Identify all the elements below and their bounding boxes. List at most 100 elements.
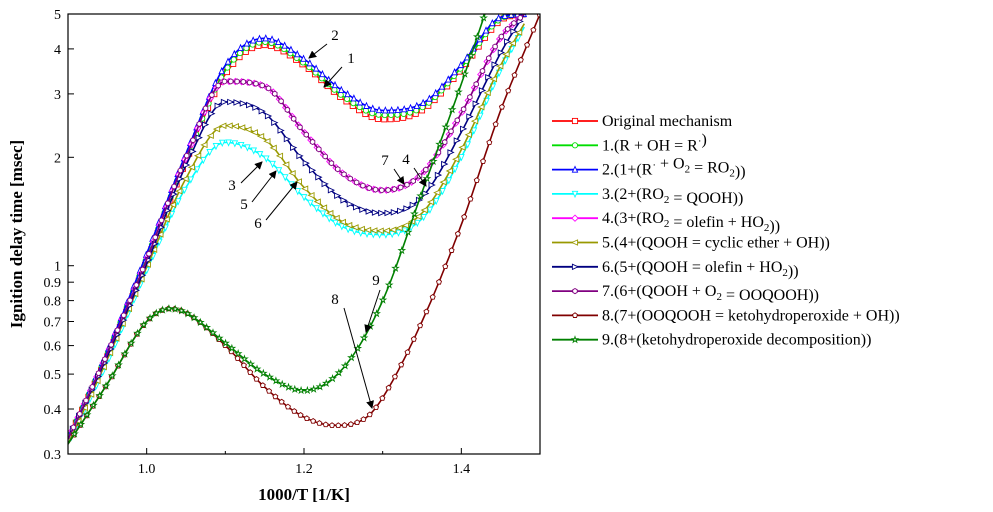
legend-label: 6.(5+(QOOH = olefin + HO2))	[602, 259, 799, 280]
series-marker-5	[181, 175, 189, 183]
legend-item: 3.(2+(RO2 = QOOH))	[552, 186, 743, 207]
y-tick-label: 5	[54, 8, 61, 23]
y-axis-label: Ignition delay time [msec]	[7, 140, 26, 328]
series-marker-6	[434, 171, 443, 179]
series-marker-7	[234, 78, 240, 85]
series-line-7	[68, 14, 525, 440]
series-marker-6	[472, 100, 480, 107]
series-marker-3	[181, 186, 188, 195]
series-marker-7	[473, 81, 479, 88]
series-marker-5	[162, 216, 170, 223]
series-marker-8	[297, 411, 304, 418]
series-marker-9	[315, 382, 325, 391]
series-marker-9	[82, 410, 92, 419]
series-marker-3	[338, 223, 346, 231]
series-marker-2	[457, 60, 465, 69]
series-marker-8	[322, 421, 329, 428]
series-marker-9	[340, 361, 350, 370]
series-marker-3	[187, 176, 195, 184]
series-marker-2	[426, 94, 433, 102]
series-marker-5	[345, 221, 353, 229]
series-marker-2	[463, 53, 471, 61]
series-marker-9	[410, 209, 419, 218]
legend-item: 1.(R + OH = R·)	[552, 131, 707, 154]
annotation-label: 2	[331, 28, 339, 44]
series-marker-3	[325, 215, 333, 223]
series-marker-7	[121, 312, 127, 319]
series-marker-5	[502, 51, 510, 58]
series-marker-8	[404, 349, 411, 355]
series-marker-9	[321, 378, 331, 388]
series-marker-2	[407, 103, 414, 112]
series-marker-5	[200, 141, 208, 149]
series-marker-5	[332, 214, 340, 222]
series-marker-6	[466, 113, 474, 120]
series-marker-2	[268, 35, 276, 43]
series-marker-6	[264, 112, 273, 120]
series-marker-9	[177, 306, 186, 315]
series-marker-7	[190, 137, 196, 144]
series-marker-5	[149, 246, 158, 253]
series-marker-8	[442, 263, 449, 269]
series-marker-5	[256, 132, 265, 140]
series-marker-3	[212, 143, 220, 151]
series-marker-3	[344, 226, 352, 234]
series-marker-6	[371, 209, 380, 216]
y-tick-label: 0.3	[44, 448, 62, 463]
series-marker-8	[410, 336, 417, 342]
series-marker-6	[353, 203, 361, 211]
series-marker-7	[385, 186, 391, 194]
annotation-label: 6	[254, 216, 262, 232]
series-marker-8	[278, 398, 285, 405]
legend-item: Original mechanism	[552, 113, 733, 130]
series-marker-5	[338, 218, 346, 226]
series-marker-7	[184, 152, 190, 159]
series-marker-9	[183, 309, 193, 318]
legend-item: 4.(3+(RO2 = olefin + HO2))	[552, 210, 780, 235]
series-marker-7	[498, 33, 505, 40]
series-marker-3	[193, 166, 201, 174]
series-marker-3	[332, 219, 339, 227]
series-marker-8	[530, 26, 537, 33]
series-marker-3	[414, 219, 421, 228]
legend-label: 9.(8+(ketohydroperoxide decomposition))	[602, 332, 871, 349]
series-marker-3	[313, 205, 320, 213]
series-marker-7	[259, 82, 265, 89]
series-marker-6	[359, 206, 367, 213]
series-marker-5	[319, 204, 328, 211]
series-marker-6	[365, 208, 373, 215]
legend-label: 8.(7+(OOQOOH = ketohydroperoxide + OH))	[602, 307, 900, 324]
annotation-arrow	[308, 43, 328, 59]
series-marker-8	[391, 373, 398, 380]
series-marker-3	[420, 214, 427, 222]
series-marker-6	[441, 160, 449, 168]
series-marker-2	[388, 106, 395, 114]
series-marker-6	[201, 121, 210, 128]
series-marker-3	[300, 194, 308, 202]
series-9	[68, 14, 488, 445]
y-tick-label: 3	[54, 88, 61, 103]
series-marker-5	[275, 152, 284, 160]
series-marker-2	[300, 54, 307, 62]
series-marker-9	[416, 191, 426, 200]
series-marker-5	[250, 129, 258, 136]
series-marker-8	[360, 416, 367, 422]
series-marker-7	[372, 186, 379, 193]
series-marker-2	[293, 50, 301, 58]
series-marker-1	[224, 64, 231, 71]
series-marker-2	[262, 34, 270, 42]
series-marker-2	[256, 34, 263, 42]
y-tick-label: 2	[54, 151, 61, 166]
series-marker-8	[310, 417, 317, 424]
series-marker-7	[246, 79, 253, 86]
series-marker-9	[454, 87, 463, 96]
series-marker-7	[171, 183, 177, 190]
y-tick-label: 0.9	[44, 276, 62, 291]
series-marker-7	[511, 20, 517, 27]
series-marker-9	[101, 381, 111, 390]
series-marker-8	[517, 56, 524, 63]
series-marker-6	[296, 152, 304, 160]
series-marker-6	[233, 99, 241, 106]
